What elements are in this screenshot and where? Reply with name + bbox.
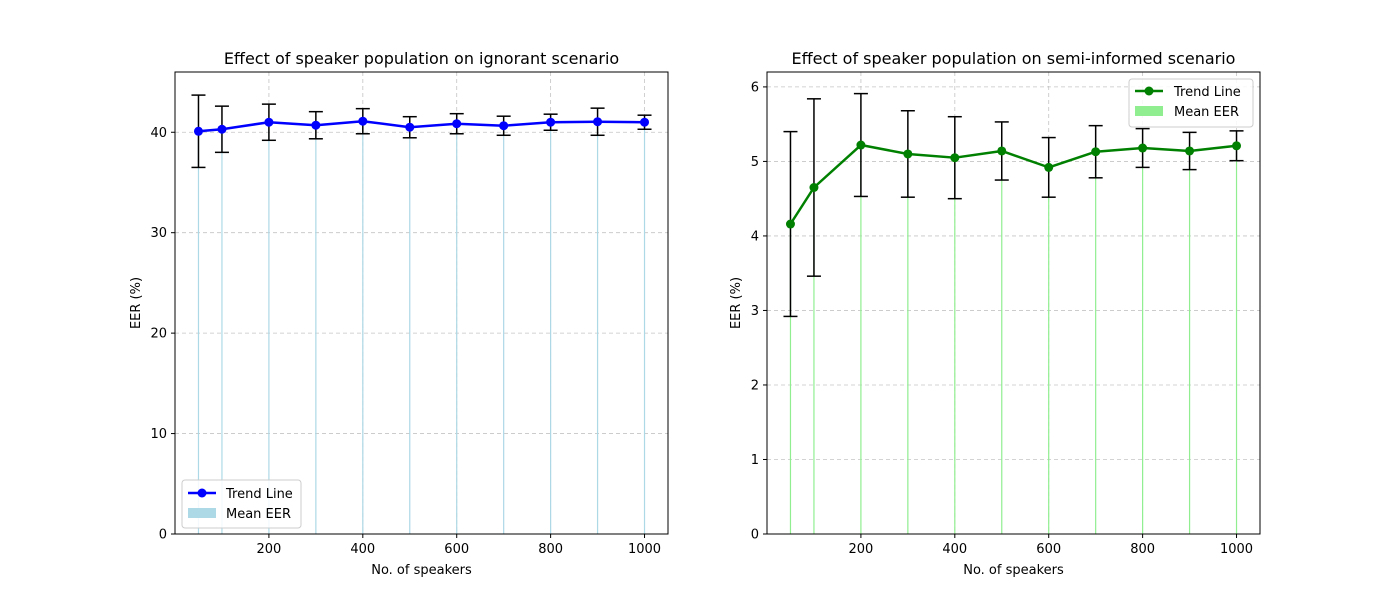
trend-point <box>1044 162 1054 172</box>
x-tick-label: 200 <box>256 542 281 557</box>
y-tick-label: 20 <box>150 327 167 342</box>
x-tick-label: 600 <box>1036 542 1061 557</box>
x-tick-label: 800 <box>538 542 563 557</box>
mean-eer-bar <box>596 121 599 535</box>
trend-point <box>1138 143 1148 153</box>
mean-eer-bar <box>503 125 505 534</box>
mean-eer-bar <box>907 153 909 534</box>
x-tick-label: 200 <box>848 542 873 557</box>
trend-point <box>640 117 650 127</box>
legend-label-mean-eer: Mean EER <box>226 507 291 522</box>
chart-title: Effect of speaker population on ignorant… <box>224 49 619 68</box>
mean-eer-bar <box>1048 167 1050 534</box>
mean-eer-bar <box>1235 145 1238 534</box>
mean-eer-bar <box>268 122 270 534</box>
trend-point <box>856 140 866 150</box>
trend-point <box>1185 146 1195 156</box>
y-tick-label: 0 <box>159 528 167 543</box>
trend-point <box>546 117 556 127</box>
y-tick-label: 6 <box>751 80 759 95</box>
y-axis-label: EER (%) <box>129 277 144 329</box>
chart-panel-ignorant: Effect of speaker population on ignorant… <box>129 49 669 578</box>
plot-area <box>767 72 1260 534</box>
mean-eer-bar <box>550 122 552 534</box>
mean-eer-bar <box>197 131 200 534</box>
plot-frame <box>766 71 1261 535</box>
x-tick-label: 400 <box>350 542 375 557</box>
trend-point <box>217 124 227 134</box>
plot-area <box>175 72 668 534</box>
chart-title: Effect of speaker population on semi-inf… <box>792 49 1236 68</box>
mean-eer-bar <box>789 224 792 534</box>
trend-point <box>593 117 603 127</box>
trend-point <box>1091 147 1101 157</box>
trend-point <box>311 120 321 130</box>
legend-label-mean-eer: Mean EER <box>1174 105 1239 120</box>
mean-eer-bar <box>456 123 458 535</box>
trend-point <box>1232 141 1242 151</box>
x-tick-label: 1000 <box>1220 542 1253 557</box>
mean-eer-bar <box>1001 150 1003 534</box>
mean-eer-bar <box>954 157 956 534</box>
trend-point <box>452 119 462 129</box>
legend: Trend Line Mean EER <box>1128 78 1254 128</box>
legend-trend-marker <box>1144 86 1154 96</box>
trend-point <box>499 121 509 131</box>
x-axis-label: No. of speakers <box>963 563 1064 578</box>
x-tick-label: 600 <box>444 542 469 557</box>
y-tick-label: 40 <box>150 126 167 141</box>
chart-panel-semi-informed: Effect of speaker population on semi-inf… <box>729 49 1261 578</box>
legend-mean-eer-swatch <box>188 508 216 518</box>
trend-point <box>950 153 960 163</box>
y-tick-label: 4 <box>751 229 759 244</box>
legend-label-trend-line: Trend Line <box>225 487 293 502</box>
plot-frame <box>174 71 669 535</box>
trend-point <box>903 149 913 159</box>
trend-point <box>358 116 368 126</box>
mean-eer-bar <box>860 145 862 534</box>
trend-point <box>809 183 819 192</box>
y-tick-label: 30 <box>150 226 167 241</box>
mean-eer-bar <box>315 125 317 534</box>
legend-mean-eer-swatch <box>1135 106 1163 116</box>
x-tick-label: 800 <box>1130 542 1155 557</box>
legend-label-trend-line: Trend Line <box>1173 85 1241 100</box>
y-axis-label: EER (%) <box>729 277 744 329</box>
mean-eer-bar <box>1188 150 1191 534</box>
y-tick-label: 0 <box>751 528 759 543</box>
legend: Trend Line Mean EER <box>181 479 302 529</box>
mean-eer-bar <box>362 121 364 534</box>
trend-point <box>997 146 1007 156</box>
y-tick-label: 5 <box>751 155 759 170</box>
y-tick-label: 10 <box>150 427 167 442</box>
mean-eer-bar <box>1095 151 1097 535</box>
mean-eer-bar <box>221 129 223 534</box>
trend-point <box>785 219 795 229</box>
mean-eer-bar <box>409 127 411 534</box>
mean-eer-bar <box>643 122 646 534</box>
trend-point <box>193 126 203 136</box>
y-tick-label: 2 <box>751 378 759 393</box>
y-tick-label: 1 <box>751 453 759 468</box>
trend-point <box>264 117 274 127</box>
legend-trend-marker <box>197 488 207 498</box>
trend-point <box>405 122 415 132</box>
mean-eer-bar <box>813 187 815 534</box>
x-tick-label: 400 <box>942 542 967 557</box>
mean-eer-bar <box>1142 148 1144 534</box>
x-axis-label: No. of speakers <box>371 563 472 578</box>
x-tick-label: 1000 <box>628 542 661 557</box>
y-tick-label: 3 <box>751 304 759 319</box>
